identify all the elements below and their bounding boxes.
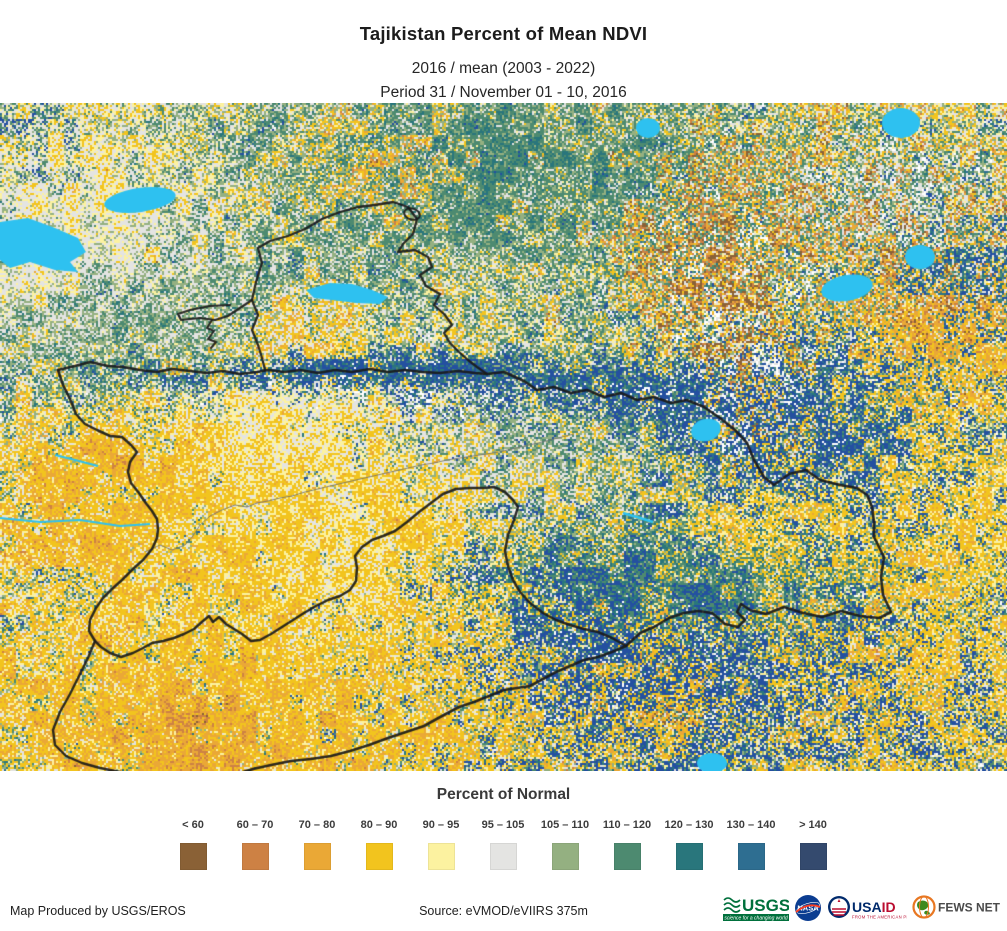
produced-by-text: Map Produced by USGS/EROS	[10, 904, 186, 918]
legend-swatch	[737, 843, 765, 870]
legend-class-label: 70 – 80	[298, 819, 336, 831]
legend-class-item: > 140	[782, 819, 844, 870]
subtitle-period: Period 31 / November 01 - 10, 2016	[380, 84, 627, 101]
legend: < 60 60 – 70 70 – 80 80 – 90 90 – 95 95 – 105…	[162, 819, 844, 870]
legend-class-item: 90 – 95	[410, 819, 472, 870]
legend-class-item: 70 – 80	[286, 819, 348, 870]
source-text: Source: eVMOD/eVIIRS 375m	[419, 904, 588, 918]
legend-class-label: 60 – 70	[236, 819, 274, 831]
legend-class-item: 95 – 105	[472, 819, 534, 870]
legend-swatch	[675, 843, 703, 870]
legend-swatch	[179, 843, 207, 870]
legend-swatch	[613, 843, 641, 870]
legend-class-label: 110 – 120	[602, 819, 652, 831]
legend-class-item: 60 – 70	[224, 819, 286, 870]
usaid-logo: USAID FROM THE AMERICAN PEOPLE	[828, 896, 907, 920]
svg-text:science for a changing world: science for a changing world	[724, 916, 788, 922]
legend-swatch	[551, 843, 579, 870]
legend-class-item: 80 – 90	[348, 819, 410, 870]
legend-class-label: 105 – 110	[540, 819, 590, 831]
legend-class-label: > 140	[799, 819, 827, 831]
legend-title: Percent of Normal	[436, 786, 571, 803]
legend-swatch	[303, 843, 331, 870]
legend-class-item: 110 – 120	[596, 819, 658, 870]
legend-swatch	[799, 843, 827, 870]
legend-class-item: 130 – 140	[720, 819, 782, 870]
legend-class-item: 120 – 130	[658, 819, 720, 870]
legend-class-label: 95 – 105	[481, 819, 525, 831]
legend-class-label: 80 – 90	[360, 819, 398, 831]
svg-text:USGS: USGS	[742, 896, 789, 915]
subtitle-ratio: 2016 / mean (2003 - 2022)	[411, 60, 596, 77]
nasa-logo: NASA	[795, 895, 821, 921]
legend-class-label: 130 – 140	[726, 819, 776, 831]
svg-text:NASA: NASA	[797, 904, 819, 913]
fewsnet-logo: FEWS NET	[912, 895, 1000, 919]
logo-strip: USGS science for a changing world NASA U…	[723, 892, 1000, 924]
svg-text:USAID: USAID	[852, 899, 896, 915]
legend-class-item: 105 – 110	[534, 819, 596, 870]
svg-text:FROM THE AMERICAN PEOPLE: FROM THE AMERICAN PEOPLE	[852, 915, 907, 920]
legend-class-label: < 60	[182, 819, 204, 831]
page-title: Tajikistan Percent of Mean NDVI	[359, 23, 648, 44]
usgs-logo: USGS science for a changing world	[723, 896, 789, 922]
legend-swatch	[241, 843, 269, 870]
ndvi-map-image	[0, 103, 1007, 771]
svg-text:FEWS NET: FEWS NET	[938, 901, 1000, 915]
legend-class-label: 90 – 95	[422, 819, 460, 831]
legend-swatch	[489, 843, 517, 870]
legend-swatch	[427, 843, 455, 870]
legend-class-item: < 60	[162, 819, 224, 870]
legend-swatch	[365, 843, 393, 870]
legend-class-label: 120 – 130	[664, 819, 714, 831]
